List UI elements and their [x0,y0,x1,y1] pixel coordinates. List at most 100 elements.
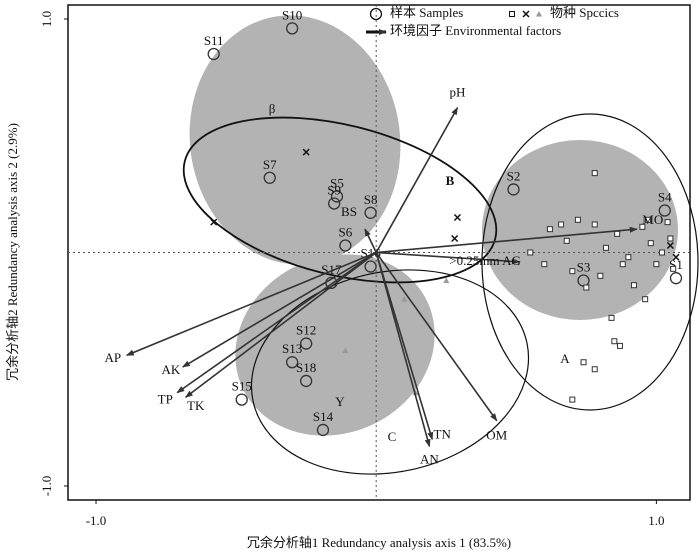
species-point [451,234,459,243]
species-point [597,272,604,279]
factor-label: TN [434,426,452,441]
species-point [667,235,674,242]
sample-label: S10 [282,7,302,22]
sample-point [364,206,377,219]
y-tick-label: -1.0 [39,476,54,497]
factor-label: TP [158,392,173,407]
species-point [583,284,590,291]
factor-label: OM [486,428,507,443]
factor-arrow [376,226,638,254]
species-point [614,230,621,237]
sample-label: S14 [313,409,334,424]
species-point [666,241,674,250]
factor-label: >0.25mm AG [449,253,521,268]
sample-point [207,47,220,61]
factor-label: TK [187,398,205,413]
group-label: C [388,429,397,444]
species-point [672,253,680,261]
sample-label: S8 [364,192,378,207]
factor-arrow [364,228,377,253]
group-outline [250,269,530,475]
species-point [653,261,660,268]
factor-arrow [176,251,377,394]
species-point [541,261,548,268]
species-point [342,347,349,354]
factor-arrow [125,251,377,356]
group-label: Y [335,394,345,409]
sample-point [339,239,352,252]
species-point [647,240,654,247]
sample-point [658,204,671,217]
sample-point [507,183,520,196]
sample-point [330,190,344,203]
species-point [611,338,618,345]
species-point [619,261,626,268]
sample-point [669,272,683,285]
group-ellipse [482,140,678,320]
factor-arrow [375,252,498,422]
factor-arrow [182,251,377,368]
factor-label: AN [420,451,439,466]
sample-label: S2 [507,168,521,183]
sample-label: S3 [577,260,591,275]
sample-point [369,7,383,21]
factor-label: AP [105,350,122,365]
species-point [670,265,677,272]
sample-label: S4 [658,189,672,204]
sample-point [364,260,377,273]
sample-point [285,22,299,35]
species-point [642,296,649,303]
y-tick-label: 1.0 [39,11,54,27]
species-point [569,268,576,275]
species-point [536,11,542,17]
species-point [644,216,651,223]
sample-label: S12 [296,323,316,338]
group-label: B [446,173,455,188]
species-point [302,148,310,156]
x-tick-label: 1.0 [648,513,664,528]
species-point [591,170,598,177]
sample-point [235,393,248,406]
group-outline [481,113,699,411]
species-point [616,342,623,349]
factor-label: AK [161,362,180,377]
species-point [443,277,450,284]
species-point [580,359,587,366]
species-point [558,221,565,228]
legend-label: 环境因子 Environmental factors [390,23,561,38]
species-point [527,249,534,256]
sample-point [263,171,276,184]
factor-label: pH [450,85,466,100]
x-axis-title: 冗余分析轴1 Redundancy analysis axis 1 (83.5%… [247,535,511,550]
sample-label: S7 [263,157,277,172]
species-point [210,218,218,226]
x-tick-label: -1.0 [86,513,107,528]
species-point [658,249,665,256]
group-ellipse [189,15,401,265]
species-point [625,254,632,261]
species-point [591,221,598,228]
species-point [664,219,671,226]
species-point [569,396,576,403]
factor-arrow [376,251,521,265]
group-regions [182,15,699,475]
sample-point [285,356,299,369]
factor-label: BS [341,204,357,219]
factor-arrow [375,252,431,448]
sample-label: S5 [330,175,344,190]
species-point [639,223,646,230]
sample-point [300,337,313,350]
group-ellipse [235,254,435,436]
factor-label: MO [642,212,663,227]
sample-label: S18 [296,360,316,375]
species-point [608,314,615,321]
species-point [630,282,637,289]
sample-label: S11 [204,33,224,48]
species-point [574,216,581,223]
sample-label: S15 [232,379,252,394]
species-point [453,213,461,222]
group-label: β [269,101,276,116]
species-point [546,226,553,233]
factor-arrow [375,106,459,253]
